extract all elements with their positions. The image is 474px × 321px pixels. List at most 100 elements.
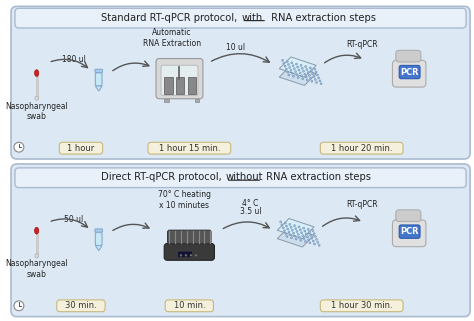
Circle shape	[306, 79, 308, 81]
FancyBboxPatch shape	[15, 8, 466, 28]
Bar	[164, 99, 169, 102]
FancyBboxPatch shape	[15, 168, 466, 187]
Circle shape	[301, 67, 303, 69]
Ellipse shape	[35, 70, 39, 76]
Text: RT-qPCR: RT-qPCR	[346, 40, 377, 49]
Circle shape	[307, 229, 309, 230]
FancyBboxPatch shape	[11, 164, 470, 317]
Circle shape	[190, 254, 192, 256]
Text: RNA extraction steps: RNA extraction steps	[268, 13, 376, 23]
Circle shape	[303, 238, 305, 239]
Ellipse shape	[35, 96, 38, 100]
Circle shape	[309, 67, 311, 69]
Bar	[176, 77, 184, 94]
Circle shape	[297, 66, 299, 68]
FancyBboxPatch shape	[165, 300, 213, 312]
Circle shape	[301, 78, 304, 80]
FancyBboxPatch shape	[148, 142, 231, 154]
Circle shape	[314, 236, 316, 238]
Circle shape	[297, 76, 299, 79]
FancyBboxPatch shape	[164, 244, 214, 260]
Circle shape	[314, 68, 316, 70]
Circle shape	[290, 69, 292, 71]
Circle shape	[316, 82, 318, 83]
Circle shape	[309, 231, 310, 233]
FancyBboxPatch shape	[320, 300, 403, 312]
Text: PCR: PCR	[401, 67, 419, 76]
Circle shape	[283, 230, 285, 232]
Circle shape	[320, 83, 322, 85]
Circle shape	[302, 70, 304, 72]
FancyBboxPatch shape	[95, 73, 102, 86]
Circle shape	[314, 79, 316, 81]
Text: without: without	[226, 172, 263, 182]
Text: Standard RT-qPCR protocol,: Standard RT-qPCR protocol,	[101, 13, 240, 23]
Circle shape	[296, 74, 298, 75]
Circle shape	[306, 236, 309, 238]
Circle shape	[316, 239, 318, 240]
Circle shape	[285, 68, 287, 70]
Circle shape	[317, 241, 319, 243]
Circle shape	[316, 74, 319, 76]
FancyBboxPatch shape	[392, 220, 426, 247]
Circle shape	[304, 240, 306, 243]
Circle shape	[294, 235, 296, 237]
Text: 10 min.: 10 min.	[173, 301, 205, 310]
Polygon shape	[279, 57, 316, 77]
Polygon shape	[95, 86, 102, 91]
FancyBboxPatch shape	[167, 230, 211, 244]
Circle shape	[288, 231, 290, 233]
Circle shape	[293, 225, 295, 227]
Circle shape	[311, 80, 313, 82]
Circle shape	[307, 72, 309, 74]
Circle shape	[292, 229, 293, 231]
Circle shape	[312, 240, 314, 242]
Circle shape	[305, 65, 307, 68]
Text: PCR: PCR	[401, 227, 419, 236]
Polygon shape	[277, 227, 314, 247]
FancyBboxPatch shape	[11, 6, 470, 159]
Circle shape	[304, 73, 306, 75]
Circle shape	[14, 301, 24, 311]
FancyBboxPatch shape	[178, 251, 192, 258]
Circle shape	[282, 59, 283, 61]
Text: 50 ul: 50 ul	[64, 215, 84, 224]
Text: RNA extraction steps: RNA extraction steps	[263, 172, 371, 182]
Text: Nasopharyngeal
swab: Nasopharyngeal swab	[5, 259, 68, 279]
Ellipse shape	[35, 227, 39, 234]
Circle shape	[302, 235, 304, 237]
Circle shape	[309, 242, 311, 244]
Text: 1 hour 30 min.: 1 hour 30 min.	[331, 301, 392, 310]
FancyBboxPatch shape	[95, 69, 102, 73]
Circle shape	[292, 65, 294, 67]
FancyBboxPatch shape	[320, 142, 403, 154]
FancyBboxPatch shape	[396, 210, 421, 221]
Circle shape	[300, 239, 302, 241]
Circle shape	[298, 69, 300, 71]
Circle shape	[295, 228, 297, 230]
Bar	[188, 77, 196, 94]
Text: Direct RT-qPCR protocol,: Direct RT-qPCR protocol,	[101, 172, 225, 182]
Circle shape	[313, 76, 315, 78]
Circle shape	[195, 254, 197, 256]
Circle shape	[310, 234, 312, 236]
FancyBboxPatch shape	[57, 300, 105, 312]
Text: Automatic
RNA Extraction: Automatic RNA Extraction	[143, 28, 201, 48]
Polygon shape	[279, 65, 316, 85]
Circle shape	[295, 63, 297, 65]
Circle shape	[305, 233, 307, 235]
Circle shape	[14, 142, 24, 152]
Circle shape	[308, 239, 310, 241]
Circle shape	[311, 237, 313, 239]
Circle shape	[286, 236, 288, 238]
Circle shape	[292, 232, 295, 234]
Text: 180 ul: 180 ul	[62, 55, 86, 64]
Circle shape	[288, 74, 290, 76]
Circle shape	[299, 236, 301, 239]
Circle shape	[309, 74, 310, 76]
Circle shape	[318, 244, 320, 246]
Circle shape	[280, 221, 282, 223]
Circle shape	[287, 71, 289, 73]
FancyBboxPatch shape	[156, 58, 203, 99]
Polygon shape	[277, 219, 314, 239]
